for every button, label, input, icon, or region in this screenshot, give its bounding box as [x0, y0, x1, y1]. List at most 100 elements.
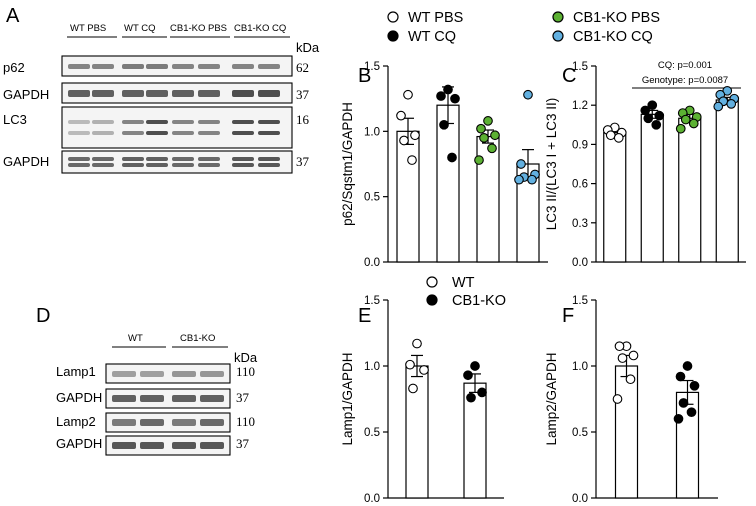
data-point: [408, 383, 418, 394]
blot-a-band: [198, 120, 220, 124]
blot-a-band: [122, 163, 144, 167]
blot-a-label-gapdh-1: GAPDH: [3, 87, 49, 102]
blot-a-kda: kDa: [296, 40, 320, 55]
blot-d-band: [172, 395, 196, 402]
data-point: [412, 338, 422, 349]
y-tick-label: 1.0: [572, 361, 588, 373]
stats-annotation: CQ: p=0.001 Genotype: p=0.0087: [632, 60, 741, 89]
blot-a-band: [146, 120, 168, 124]
y-tick-label: 0.5: [364, 427, 380, 439]
data-point: [625, 374, 636, 385]
blot-a-kda-37: 37: [296, 87, 310, 102]
data-point: [463, 370, 473, 381]
blot-a-band: [232, 64, 254, 69]
blot-a-band: [172, 120, 194, 124]
data-point: [479, 133, 489, 143]
blot-d-band: [200, 371, 224, 377]
blot-d-kda-110: 110: [236, 364, 255, 379]
blot-a-band: [122, 131, 144, 135]
blot-a-label-lc3: LC3: [3, 112, 27, 127]
blot-a-band: [258, 131, 280, 135]
blot-a-band: [68, 120, 90, 124]
data-point: [675, 123, 686, 134]
blot-a-band: [68, 163, 90, 167]
bar: [603, 132, 627, 263]
legend-marker-ko-cq: [552, 30, 564, 42]
panel-label-b: B: [358, 65, 371, 87]
stats-cq-pvalue: CQ: p=0.001: [658, 60, 712, 71]
bar: [678, 117, 702, 263]
data-point: [436, 91, 446, 101]
blot-a-band: [92, 64, 114, 69]
y-tick-label: 1.2: [572, 100, 588, 112]
blot-a-band: [146, 90, 168, 97]
blot-a-box: [61, 150, 293, 174]
data-point: [617, 353, 628, 363]
y-axis-label: Lamp2/GAPDH: [544, 352, 559, 445]
blot-a-label-gapdh-2: GAPDH: [3, 154, 49, 169]
y-tick-label: 0.0: [364, 257, 380, 269]
blot-d-label-gapdh-2: GAPDH: [56, 436, 102, 451]
y-tick-label: 0.0: [572, 257, 588, 269]
y-tick-label: 0.5: [572, 427, 588, 439]
blot-a-band: [172, 90, 194, 97]
blot-a-band: [122, 90, 144, 97]
y-axis-label: Lamp1/GAPDH: [340, 352, 355, 445]
blot-a-band: [146, 64, 168, 69]
chart-lamp1: 0.0 0.5 1.0 1.5 Lamp1/GAPDH: [340, 295, 504, 505]
blot-d-band: [172, 442, 196, 449]
blot-d-band: [140, 442, 164, 449]
blot-a-band: [198, 157, 220, 161]
data-point: [647, 100, 658, 111]
panel-label-c: C: [562, 65, 576, 87]
y-axis-label: LC3 II/(LC3 I + LC3 II): [544, 98, 559, 230]
blot-a-band: [92, 157, 114, 161]
blot-d-band: [172, 419, 196, 426]
blot-d-box: [105, 435, 231, 456]
bar: [436, 104, 460, 263]
blot-a-band: [146, 131, 168, 135]
data-point: [439, 119, 449, 130]
data-point: [514, 174, 524, 185]
blot-a-band: [258, 64, 280, 69]
bar: [675, 391, 700, 499]
blot-d-label-lamp2: Lamp2: [56, 414, 96, 429]
legend-label-wt-pbs: WT PBS: [408, 10, 463, 26]
data-point: [470, 361, 480, 371]
blot-d-label-gapdh-1: GAPDH: [56, 390, 102, 405]
blot-a-band: [92, 131, 114, 135]
data-point: [523, 89, 533, 100]
data-point: [675, 371, 686, 382]
data-point: [651, 119, 662, 130]
data-point: [466, 392, 476, 403]
legend-marker-ko-pbs: [552, 11, 564, 23]
blot-a-group-wt-pbs: WT PBS: [70, 23, 106, 34]
data-point: [477, 387, 487, 398]
data-point: [682, 361, 693, 371]
y-tick-label: 1.5: [572, 61, 588, 73]
blot-a-band: [232, 157, 254, 161]
blot-d-kda-37b: 37: [236, 436, 250, 451]
y-tick-label: 1.5: [364, 61, 380, 73]
bar: [715, 99, 739, 263]
y-tick-label: 0.0: [572, 493, 588, 505]
blot-d-band: [172, 371, 196, 377]
blot-d-box: [105, 412, 231, 433]
data-point: [688, 118, 699, 129]
blot-a-group-ko-pbs: CB1-KO PBS: [170, 23, 227, 34]
y-tick-label: 0.9: [572, 139, 588, 151]
western-blot-a: WT PBS WT CQ CB1-KO PBS CB1-KO CQ kDa p6…: [3, 23, 320, 174]
legend-marker-wt-cq: [387, 30, 399, 42]
blot-a-kda-16: 16: [296, 112, 310, 127]
legend-marker-wt-pbs: [387, 11, 399, 23]
legend-label-wt: WT: [452, 275, 475, 291]
y-tick-label: 1.5: [364, 295, 380, 307]
data-point: [686, 407, 697, 418]
data-point: [410, 130, 420, 141]
blot-a-box: [61, 106, 293, 149]
y-tick-label: 0.3: [572, 218, 588, 230]
chart-lc3-ratio: 0.0 0.3 0.6 0.9 1.2 1.5 LC3 II/(LC3 I + LC3 II…: [544, 61, 746, 269]
legend-top: WT PBS WT CQ CB1-KO PBS CB1-KO CQ: [387, 10, 660, 45]
legend-label-ko-cq: CB1-KO CQ: [573, 29, 653, 45]
y-tick-label: 1.5: [572, 295, 588, 307]
